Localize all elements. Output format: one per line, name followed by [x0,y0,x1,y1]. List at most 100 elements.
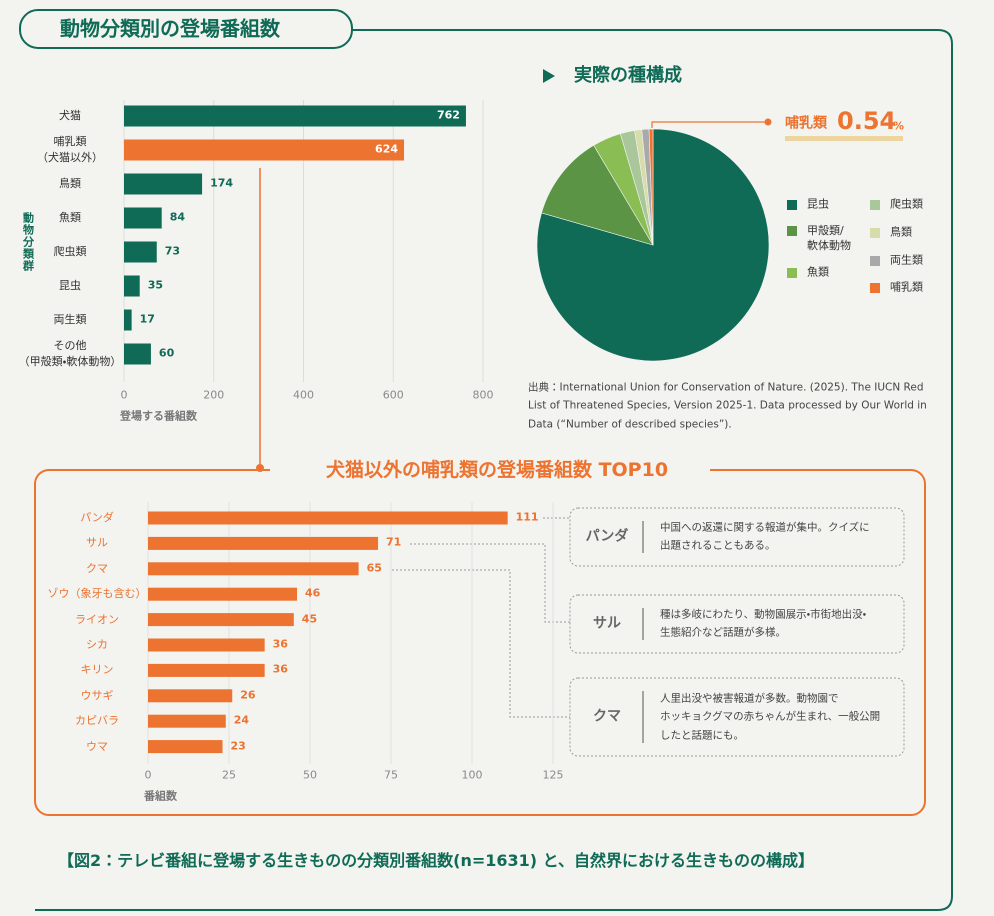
bar [148,562,359,576]
bar [124,139,405,161]
top10-title-bg [270,458,710,484]
y-tick-label: その他 （甲殻類・軟体動物） [18,339,122,368]
x-tick-label: 50 [303,768,317,782]
legend-swatch [787,226,797,236]
bar [148,511,508,525]
x-tick-label: 125 [542,768,564,782]
y-tick-label: クマ [86,561,108,575]
y-tick-label: カピバラ [75,714,119,728]
legend-swatch [787,268,797,278]
y-tick-label: シカ [86,638,108,652]
legend-label: 爬虫類 [890,197,923,211]
x-tick-label: 25 [222,768,236,782]
value-label: 65 [366,561,382,575]
annotation-label: 哺乳類 [785,115,827,132]
callout-text: 種は多岐にわたり、動物園展示・市街地出没・ 生態紹介など話題が多様。 [660,608,867,639]
frame [35,29,953,911]
annotation-value: 0.54 [837,106,897,135]
callout-text: 中国への返還に関する報道が集中。クイズに 出題されることもある。 [660,521,870,552]
caption: 【図2：テレビ番組に登場する生きものの分類別番組数(n=1631) と、自然界に… [58,851,815,871]
legend-label: 甲殻類/ 軟体動物 [807,224,851,252]
value-label: 24 [233,713,250,727]
callout-link [410,543,570,623]
legend-swatch [787,200,797,210]
y-tick-label: 犬猫 [59,109,81,123]
value-label: 71 [386,535,402,549]
pie-slice [541,144,654,246]
value-label: 17 [139,312,155,326]
bar [124,343,151,365]
x-tick-label: 0 [120,388,128,402]
callout-label: サル [593,615,621,632]
y-tick-label: ウサギ [80,688,114,702]
y-axis-label: 動物分類群 [21,212,35,272]
chart-title: 実際の種構成 [574,64,682,86]
legend-swatch [870,200,880,210]
y-tick-label: 鳥類 [59,177,81,191]
bar [124,207,162,229]
bar [124,241,157,263]
x-tick-label: 75 [384,768,398,782]
y-tick-label: サル [86,536,108,550]
y-tick-label: 哺乳類 （犬猫以外） [37,135,103,164]
value-label: 762 [436,108,460,122]
header-title: 動物分類別の登場番組数 [60,16,280,41]
value-label: 36 [272,662,288,676]
x-tick-label: 400 [293,388,314,402]
callout-label: パンダ [585,528,629,545]
connector-dot [256,464,264,472]
y-tick-label: 昆虫 [59,279,81,293]
annotation-dot [764,118,772,126]
y-tick-label: キリン [80,663,114,677]
value-label: 26 [240,688,256,702]
bar [148,613,294,627]
value-label: 624 [375,142,399,156]
bar [124,309,132,331]
y-tick-label: 魚類 [59,211,81,225]
bar [148,740,223,754]
header-tab [19,9,353,49]
bar [148,638,265,652]
legend-label: 昆虫 [807,197,829,211]
bar [148,536,379,550]
value-label: 35 [147,278,164,292]
annotation-line [651,121,768,128]
pie-title-marker [543,69,555,83]
chart-title: 犬猫以外の哺乳類の登場番組数 TOP10 [325,459,669,482]
callout-box [569,677,905,757]
pie-slice [648,128,654,246]
annotation-unit: % [893,119,905,133]
legend-label: 両生類 [890,253,923,267]
y-tick-label: ゾウ（象牙も含む） [47,587,147,601]
legend-swatch [870,283,880,293]
y-tick-label: 両生類 [53,313,87,327]
legend-label: 哺乳類 [890,280,923,294]
x-tick-label: 600 [382,388,404,402]
legend-swatch [870,228,880,238]
value-label: 46 [305,586,321,600]
value-label: 23 [230,739,246,753]
annotation-underline [785,136,903,141]
bar [148,663,265,677]
x-tick-label: 200 [203,388,225,402]
callout-box [569,594,905,654]
bar [124,105,466,127]
y-tick-label: パンダ [80,511,114,525]
value-label: 45 [301,612,318,626]
bar [124,173,203,195]
y-tick-label: ウマ [86,739,108,753]
callout-link [392,569,570,718]
callout-text: 人里出没や被害報道が多数。動物園で ホッキョクグマの赤ちゃんが生まれ、一般公開 … [660,692,881,742]
y-tick-label: 爬虫類 [53,245,87,259]
source-note: 出典：International Union for Conservation … [528,381,927,431]
value-label: 73 [164,244,181,258]
value-label: 174 [210,176,234,190]
legend-label: 鳥類 [890,225,912,239]
x-tick-label: 800 [472,388,494,402]
x-tick-label: 0 [144,768,152,782]
x-axis-label: 番組数 [144,789,177,803]
callout-box [569,507,905,567]
x-tick-label: 100 [461,768,483,782]
legend-swatch [870,256,880,266]
